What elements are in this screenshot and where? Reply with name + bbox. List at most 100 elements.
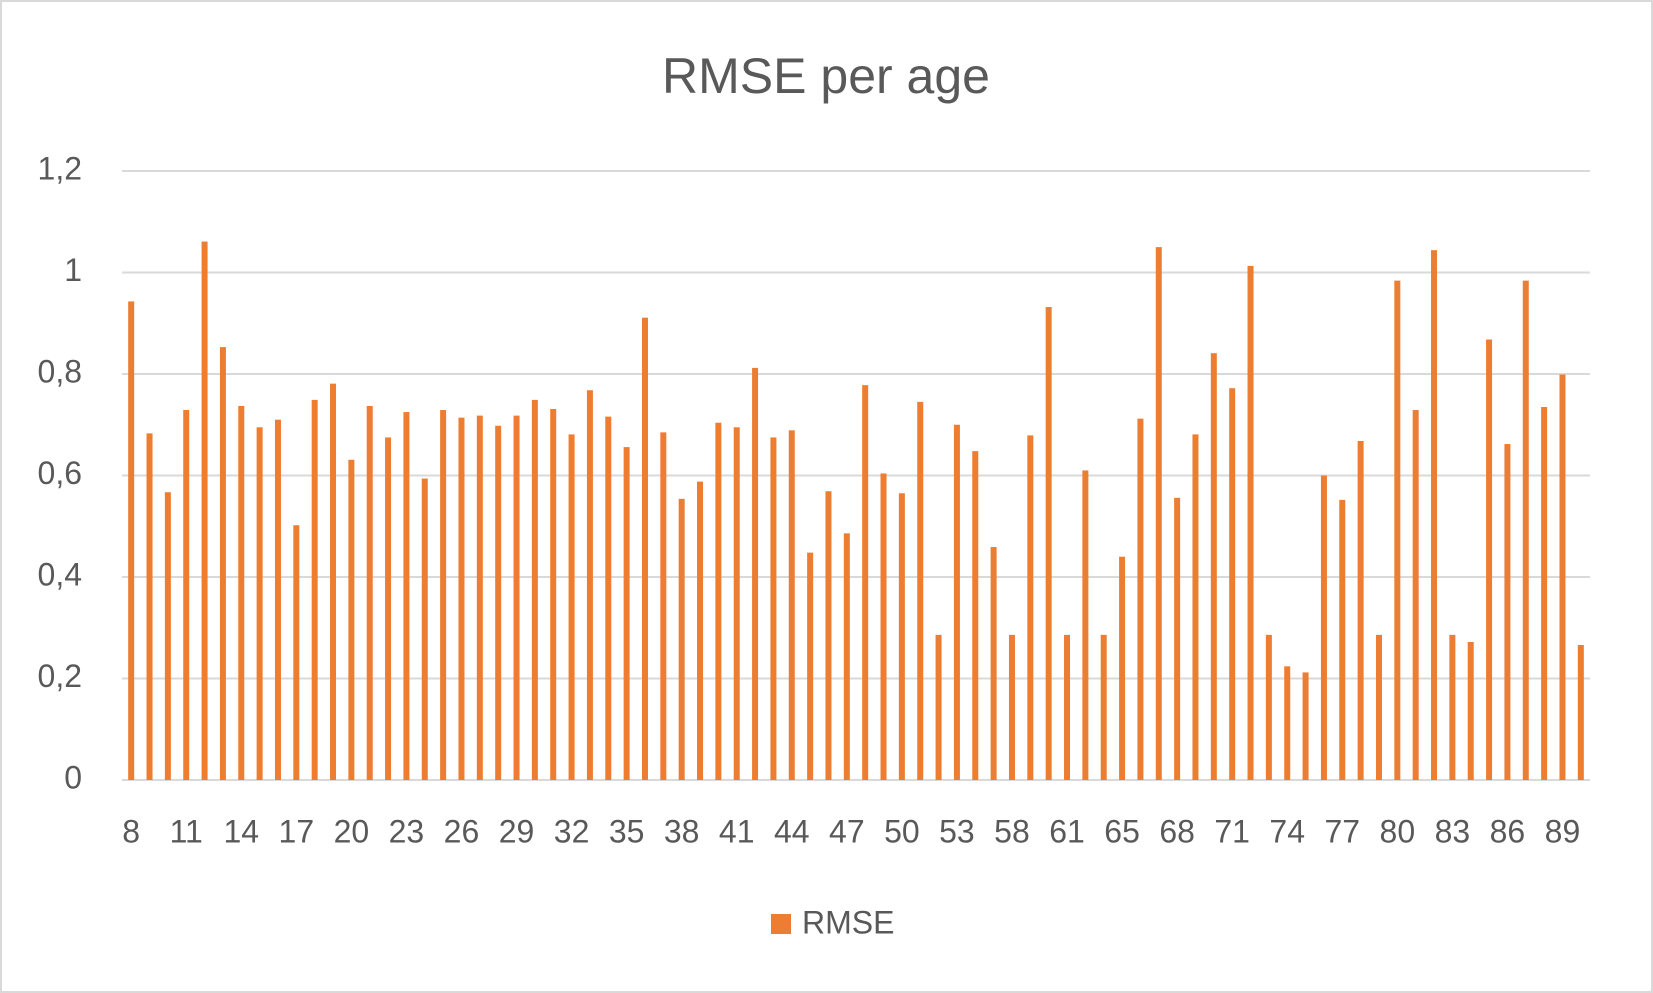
x-tick-label: 26 xyxy=(444,813,480,849)
y-tick-label: 0,2 xyxy=(38,658,82,694)
bar xyxy=(1504,444,1511,780)
bar xyxy=(183,410,190,780)
bar xyxy=(311,399,318,780)
x-tick-label: 29 xyxy=(499,813,535,849)
bar xyxy=(1357,440,1364,780)
bar xyxy=(1008,634,1015,780)
x-tick-label: 8 xyxy=(122,813,140,849)
x-tick-label: 58 xyxy=(994,813,1030,849)
bar xyxy=(201,241,208,781)
bar xyxy=(366,405,373,780)
bar xyxy=(1467,641,1474,780)
x-tick-label: 53 xyxy=(939,813,975,849)
y-tick-label: 1,2 xyxy=(38,150,82,186)
bar xyxy=(1339,499,1346,780)
bar xyxy=(752,367,759,780)
x-tick-label: 17 xyxy=(279,813,315,849)
bar xyxy=(1541,406,1548,780)
x-tick-label: 23 xyxy=(389,813,425,849)
bar xyxy=(476,415,483,780)
bar xyxy=(385,437,392,780)
bar xyxy=(128,301,135,780)
x-tick-label: 47 xyxy=(829,813,865,849)
bar xyxy=(403,412,410,780)
bar xyxy=(715,422,722,780)
bar xyxy=(697,481,704,780)
bar xyxy=(623,447,630,780)
x-tick-label: 65 xyxy=(1104,813,1140,849)
bar xyxy=(990,547,997,780)
bar xyxy=(1064,634,1071,780)
bar xyxy=(733,427,740,780)
bar xyxy=(898,493,905,780)
bar xyxy=(1412,410,1419,780)
bar xyxy=(219,347,226,780)
bar xyxy=(348,459,355,780)
bar xyxy=(421,478,428,780)
bar xyxy=(1449,634,1456,780)
bar xyxy=(458,417,465,780)
x-tick-label: 89 xyxy=(1545,813,1581,849)
x-tick-label: 71 xyxy=(1214,813,1250,849)
bar xyxy=(825,491,832,780)
legend-swatch xyxy=(771,914,791,934)
x-tick-label: 35 xyxy=(609,813,645,849)
bar xyxy=(770,437,777,780)
bar xyxy=(641,317,648,780)
bar xyxy=(1082,470,1089,780)
bar xyxy=(1100,634,1107,780)
bar xyxy=(1192,434,1199,780)
y-tick-label: 0 xyxy=(64,759,82,795)
bar xyxy=(807,552,814,780)
x-tick-label: 38 xyxy=(664,813,700,849)
bar xyxy=(1394,280,1401,780)
bar xyxy=(660,432,667,780)
bar xyxy=(1320,475,1327,780)
bar xyxy=(1302,672,1309,780)
x-tick-label: 61 xyxy=(1049,813,1085,849)
x-tick-label: 44 xyxy=(774,813,810,849)
bar xyxy=(862,385,869,780)
bar xyxy=(164,492,171,780)
x-tick-label: 20 xyxy=(334,813,370,849)
bar xyxy=(1431,250,1438,781)
y-tick-label: 1 xyxy=(64,252,82,288)
x-tick-label: 50 xyxy=(884,813,920,849)
bar xyxy=(495,425,502,780)
bar xyxy=(880,473,887,780)
x-tick-label: 77 xyxy=(1324,813,1360,849)
x-tick-label: 80 xyxy=(1380,813,1416,849)
bar xyxy=(953,424,960,780)
bar xyxy=(1210,353,1217,780)
bar xyxy=(1265,634,1272,780)
x-tick-label: 86 xyxy=(1490,813,1526,849)
bar xyxy=(531,399,538,780)
bar xyxy=(238,405,245,780)
x-tick-label: 68 xyxy=(1159,813,1195,849)
bar xyxy=(330,383,337,780)
bar xyxy=(1045,307,1052,780)
bar xyxy=(274,419,281,780)
y-tick-label: 0,6 xyxy=(38,455,82,491)
bar xyxy=(293,525,300,780)
x-tick-label: 74 xyxy=(1269,813,1305,849)
bar xyxy=(1577,645,1584,780)
bar xyxy=(1522,280,1529,780)
x-tick-label: 32 xyxy=(554,813,590,849)
bar xyxy=(1174,497,1181,780)
bar xyxy=(568,434,575,780)
chart-title: RMSE per age xyxy=(662,48,990,104)
bar xyxy=(1137,418,1144,780)
bar xyxy=(513,415,520,780)
x-tick-label: 83 xyxy=(1435,813,1471,849)
bar xyxy=(678,498,685,780)
y-tick-label: 0,4 xyxy=(38,556,82,592)
bar xyxy=(605,416,612,780)
bar xyxy=(1155,247,1162,780)
bar xyxy=(1247,265,1254,781)
x-tick-label: 11 xyxy=(170,813,203,849)
bar xyxy=(935,634,942,780)
x-tick-label: 14 xyxy=(223,813,259,849)
bar xyxy=(1229,388,1236,780)
